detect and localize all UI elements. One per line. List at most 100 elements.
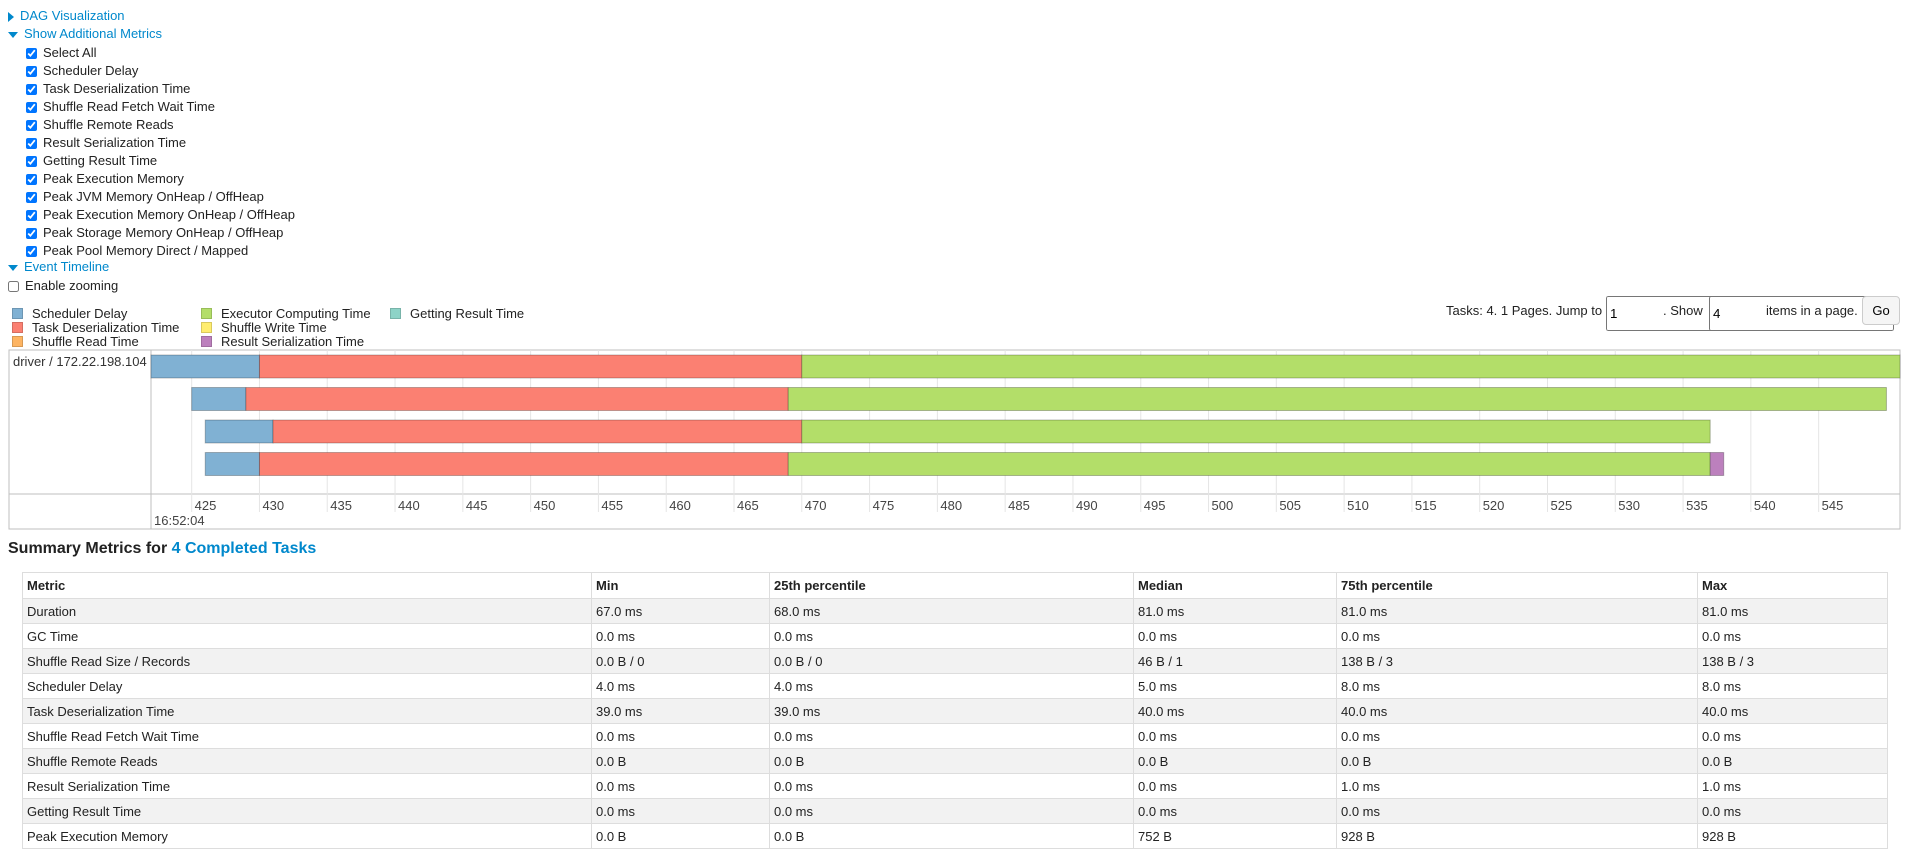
metric-checkbox[interactable] [26, 227, 37, 239]
table-cell: 0.0 B [591, 823, 770, 849]
x-tick-label: 430 [262, 498, 284, 513]
header-row: Metric Min 25th percentile Median 75th perce… [22, 572, 1888, 599]
metric-option-label: Shuffle Read Fetch Wait Time [43, 99, 215, 114]
table-cell: 0.0 B [591, 748, 770, 774]
arrow [8, 31, 18, 38]
header-cell: Median [1133, 572, 1337, 599]
table-cell: 0.0 ms [1133, 773, 1337, 799]
metric-option-label: Peak Execution Memory OnHeap / OffHeap [43, 207, 295, 222]
table-cell: 0.0 ms [1133, 798, 1337, 824]
metric-option: Peak Execution Memory [26, 170, 184, 188]
table-cell: 39.0 ms [591, 698, 770, 724]
zoom-checkbox[interactable] [8, 280, 19, 292]
timeline-toggle[interactable]: Event Timeline [8, 259, 109, 274]
x-tick-label: 495 [1144, 498, 1166, 513]
task-segment [1709, 452, 1725, 476]
x-tick-label: 535 [1686, 498, 1708, 513]
task-segment [191, 387, 247, 411]
metrics-label: Show Additional Metrics [24, 26, 163, 41]
metric-checkbox[interactable] [26, 191, 37, 203]
metric-option: Getting Result Time [26, 152, 157, 170]
completed-tasks-link[interactable]: 4 Completed Tasks [171, 540, 317, 557]
table-cell: 0.0 ms [1336, 723, 1698, 749]
metric-checkbox[interactable] [26, 245, 37, 257]
table-cell: 0.0 ms [591, 623, 770, 649]
table-cell: 40.0 ms [1336, 698, 1698, 724]
x-tick-label: 490 [1076, 498, 1098, 513]
x-tick-label: 465 [737, 498, 759, 513]
header-cell: Max [1697, 572, 1888, 599]
table-cell: 0.0 B [1336, 748, 1698, 774]
table-row: Result Serialization Time 0.0 ms 0.0 ms 0.0… [22, 773, 1888, 799]
legend-item: Scheduler Delay [12, 307, 127, 321]
table-cell: 8.0 ms [1697, 673, 1888, 699]
metric-option: Peak Execution Memory OnHeap / OffHeap [26, 206, 295, 224]
timeline-label: Event Timeline [24, 259, 110, 274]
table-cell: 4.0 ms [591, 673, 770, 699]
table-row: Shuffle Remote Reads 0.0 B 0.0 B 0.0 B 0.0 B… [22, 748, 1888, 774]
dag-toggle[interactable]: DAG Visualization [8, 8, 125, 23]
go-button[interactable]: Go [1862, 296, 1900, 325]
table-cell: 0.0 ms [769, 798, 1134, 824]
pagination-show: . Show [1663, 303, 1703, 318]
legend-label: Getting Result Time [410, 306, 525, 321]
x-tick-label: 455 [601, 498, 623, 513]
table-cell: 8.0 ms [1336, 673, 1698, 699]
x-tick-label: 510 [1347, 498, 1369, 513]
legend-item: Result Serialization Time [201, 335, 364, 349]
table-cell: 928 B [1697, 823, 1888, 849]
metric-checkbox[interactable] [26, 173, 37, 185]
dag-label: DAG Visualization [20, 8, 125, 23]
metric-checkbox[interactable] [26, 101, 37, 113]
table-cell: Result Serialization Time [22, 773, 592, 799]
legend-item: Getting Result Time [390, 307, 524, 321]
metric-checkbox[interactable] [26, 119, 37, 131]
metric-checkbox[interactable] [26, 209, 37, 221]
legend-swatch [12, 322, 23, 333]
x-tick-label: 480 [940, 498, 962, 513]
metric-option: Shuffle Remote Reads [26, 116, 174, 134]
task-segment [787, 387, 1887, 411]
x-tick-label: 530 [1618, 498, 1640, 513]
metric-option: Select All [26, 44, 96, 62]
table-cell: 40.0 ms [1133, 698, 1337, 724]
task-segment [204, 419, 274, 444]
legend-item: Executor Computing Time [201, 307, 371, 321]
summary-table: Metric Min 25th percentile Median 75th perce… [22, 572, 1888, 849]
metric-checkbox[interactable] [26, 65, 37, 77]
arrow [8, 264, 18, 271]
header-cell: Metric [22, 572, 592, 599]
zoom-option: Enable zooming [8, 277, 118, 295]
metric-option-label: Scheduler Delay [43, 63, 139, 78]
metric-checkbox[interactable] [26, 47, 37, 59]
metric-option-label: Peak Storage Memory OnHeap / OffHeap [43, 225, 284, 240]
table-cell: Getting Result Time [22, 798, 592, 824]
summary-heading: Summary Metrics for 4 Completed Tasks [8, 540, 316, 558]
table-cell: 138 B / 3 [1336, 648, 1698, 674]
table-cell: 0.0 ms [1697, 723, 1888, 749]
table-row: Peak Execution Memory 0.0 B 0.0 B 752 B 928 … [22, 823, 1888, 849]
metric-checkbox[interactable] [26, 83, 37, 95]
legend-item: Shuffle Write Time [201, 321, 327, 335]
table-cell: 0.0 ms [1697, 798, 1888, 824]
table-cell: Peak Execution Memory [22, 823, 592, 849]
zoom-label: Enable zooming [25, 278, 119, 293]
table-cell: GC Time [22, 623, 592, 649]
metrics-toggle[interactable]: Show Additional Metrics [8, 26, 162, 41]
task-segment [272, 419, 803, 444]
table-cell: 0.0 ms [769, 723, 1134, 749]
table-cell: Shuffle Remote Reads [22, 748, 592, 774]
x-tick-label: 545 [1822, 498, 1844, 513]
x-tick-label: 460 [669, 498, 691, 513]
table-row: Task Deserialization Time 39.0 ms 39.0 ms 4… [22, 698, 1888, 724]
table-cell: 0.0 ms [1336, 623, 1698, 649]
task-segment [801, 354, 1901, 379]
metric-option-label: Task Deserialization Time [43, 81, 191, 96]
metric-checkbox[interactable] [26, 137, 37, 149]
x-tick-label: 450 [534, 498, 556, 513]
metric-checkbox[interactable] [26, 155, 37, 167]
table-cell: 0.0 B / 0 [769, 648, 1134, 674]
x-tick-label: 520 [1483, 498, 1505, 513]
table-row: Shuffle Read Fetch Wait Time 0.0 ms 0.0 ms… [22, 723, 1888, 749]
